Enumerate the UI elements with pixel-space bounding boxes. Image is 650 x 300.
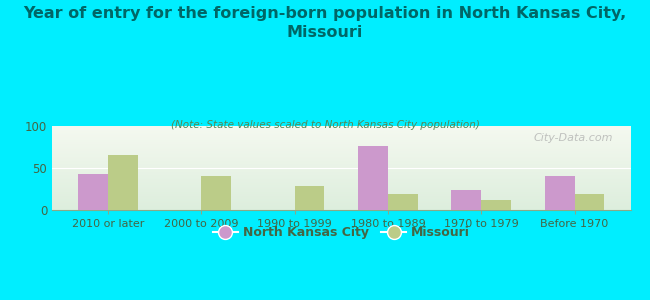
Legend: North Kansas City, Missouri: North Kansas City, Missouri	[207, 221, 475, 244]
Text: (Note: State values scaled to North Kansas City population): (Note: State values scaled to North Kans…	[170, 120, 480, 130]
Bar	[108, 155, 138, 210]
Bar	[388, 194, 418, 210]
Bar	[358, 146, 388, 210]
Bar	[294, 187, 324, 210]
Bar	[202, 176, 231, 210]
Bar	[545, 176, 575, 210]
Text: City-Data.com: City-Data.com	[534, 133, 613, 143]
Bar	[575, 194, 604, 210]
Bar	[451, 190, 481, 210]
Bar	[78, 174, 108, 210]
Text: Year of entry for the foreign-born population in North Kansas City,
Missouri: Year of entry for the foreign-born popul…	[23, 6, 627, 40]
Bar	[481, 200, 511, 210]
